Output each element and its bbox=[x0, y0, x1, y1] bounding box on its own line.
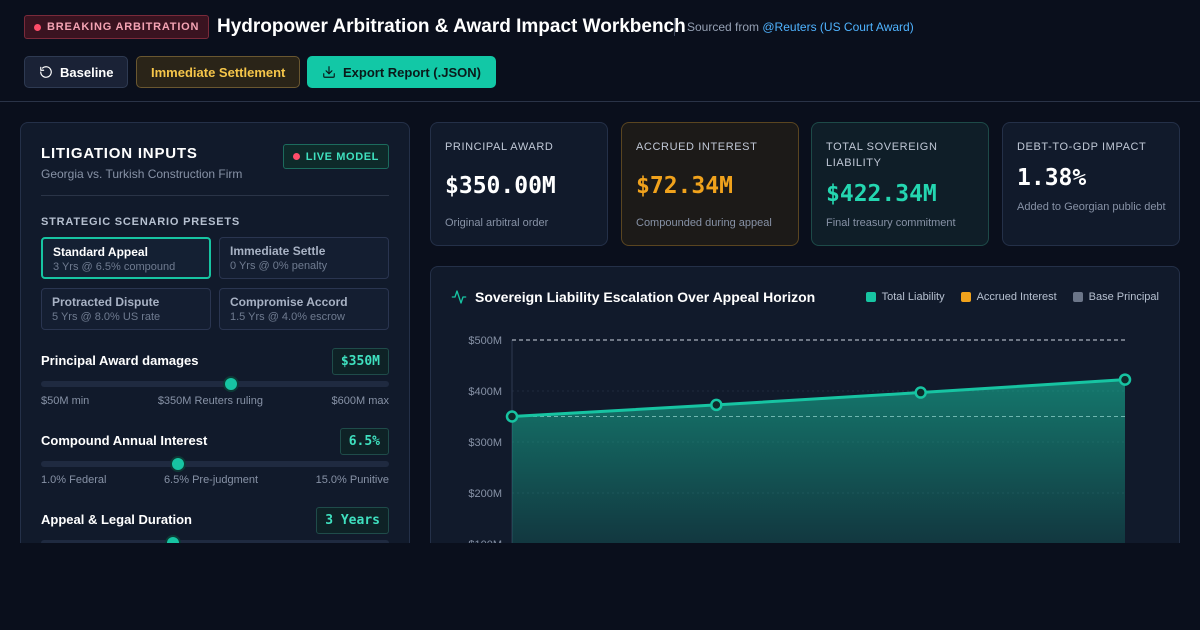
principal-slider[interactable] bbox=[41, 376, 389, 392]
tick-max: 15.0% Punitive bbox=[315, 474, 389, 486]
liability-chart-card: $500M$400M$300M$200M$100M Sovereign Liab… bbox=[430, 266, 1180, 566]
interest-value: 6.5% bbox=[339, 428, 389, 455]
preset-protracted-dispute[interactable]: Protracted Dispute 5 Yrs @ 8.0% US rate bbox=[41, 288, 211, 330]
download-icon bbox=[323, 66, 335, 78]
total-liability-area bbox=[512, 379, 1125, 565]
y-tick-label: $500M bbox=[468, 335, 502, 347]
baseline-button[interactable]: Baseline bbox=[24, 56, 129, 88]
preset-name: Protracted Dispute bbox=[52, 295, 160, 309]
source-prefix: Sourced from bbox=[687, 20, 760, 34]
liability-chart: $500M$400M$300M$200M$100M bbox=[468, 335, 1132, 565]
preset-desc: 5 Yrs @ 8.0% US rate bbox=[52, 311, 161, 323]
interest-slider-handle[interactable] bbox=[169, 456, 186, 472]
tick-min: 1.0% Federal bbox=[41, 474, 107, 486]
interest-ticks: 1.0% Federal 6.5% Pre-judgment 15.0% Pun… bbox=[41, 474, 389, 486]
legend-item-total[interactable]: Total Liability bbox=[865, 291, 945, 303]
live-dot-icon bbox=[292, 153, 300, 160]
legend-label: Base Principal bbox=[1088, 291, 1159, 303]
kpi-accrued-interest: ACCRUED INTEREST $72.34M Compounded duri… bbox=[621, 122, 799, 246]
legend-item-principal[interactable]: Base Principal bbox=[1072, 291, 1159, 303]
kpi-value: $350.00M bbox=[445, 173, 556, 199]
tick-mid: $350M Reuters ruling bbox=[157, 395, 263, 407]
breaking-badge: BREAKING ARBITRATION bbox=[24, 15, 210, 39]
y-tick-label: $200M bbox=[468, 488, 502, 500]
principal-label: Principal Award damages bbox=[41, 353, 199, 368]
kpi-value: 1.38% bbox=[1017, 165, 1087, 191]
kpi-desc: Added to Georgian public debt bbox=[1017, 201, 1166, 213]
principal-ticks: $50M min $350M Reuters ruling $600M max bbox=[41, 395, 389, 407]
data-point bbox=[914, 386, 927, 399]
preset-desc: 3 Yrs @ 6.5% compound bbox=[53, 261, 176, 273]
duration-label: Appeal & Legal Duration bbox=[41, 512, 192, 527]
kpi-principal-award: PRINCIPAL AWARD $350.00M Original arbitr… bbox=[430, 122, 608, 246]
divider bbox=[41, 195, 389, 196]
alert-dot-icon bbox=[34, 23, 41, 31]
kpi-desc: Compounded during appeal bbox=[636, 217, 772, 229]
kpi-debt-to-gdp: DEBT-TO-GDP IMPACT 1.38% Added to Georgi… bbox=[1002, 122, 1180, 246]
data-point bbox=[505, 410, 519, 423]
viewport-cutoff bbox=[0, 543, 1200, 630]
chart-legend: Total Liability Accrued Interest Base Pr… bbox=[865, 291, 1159, 303]
tick-min: $50M min bbox=[41, 395, 90, 407]
duration-value: 3 Years bbox=[316, 507, 389, 534]
legend-swatch bbox=[960, 292, 971, 302]
preset-standard-appeal[interactable]: Standard Appeal 3 Yrs @ 6.5% compound bbox=[41, 237, 211, 279]
legend-swatch bbox=[1072, 292, 1083, 302]
kpi-value: $422.34M bbox=[826, 181, 937, 207]
source-attribution: Sourced from @Reuters (US Court Award) bbox=[674, 18, 914, 36]
preset-compromise-accord[interactable]: Compromise Accord 1.5 Yrs @ 4.0% escrow bbox=[219, 288, 389, 330]
legend-label: Total Liability bbox=[881, 291, 945, 303]
y-tick-label: $400M bbox=[468, 386, 502, 398]
litigation-inputs-panel: LITIGATION INPUTS Georgia vs. Turkish Co… bbox=[20, 122, 410, 562]
immediate-settlement-button[interactable]: Immediate Settlement bbox=[136, 56, 301, 88]
y-tick-label: $300M bbox=[468, 437, 502, 449]
preset-immediate-settle[interactable]: Immediate Settle 0 Yrs @ 0% penalty bbox=[219, 237, 389, 279]
preset-name: Standard Appeal bbox=[53, 245, 148, 259]
reset-icon bbox=[40, 66, 52, 78]
data-point bbox=[1118, 373, 1132, 386]
total-liability-line bbox=[511, 378, 1126, 418]
presets-label: STRATEGIC SCENARIO PRESETS bbox=[41, 216, 241, 228]
top-header: BREAKING ARBITRATION Hydropower Arbitrat… bbox=[0, 0, 1200, 102]
live-model-label: LIVE MODEL bbox=[305, 150, 379, 163]
kpi-value: $72.34M bbox=[636, 173, 733, 199]
inputs-subtitle: Georgia vs. Turkish Construction Firm bbox=[41, 167, 243, 181]
principal-value: $350M bbox=[331, 348, 389, 375]
interest-label: Compound Annual Interest bbox=[41, 433, 208, 448]
live-model-badge: LIVE MODEL bbox=[282, 144, 389, 169]
kpi-desc: Original arbitral order bbox=[445, 217, 549, 229]
kpi-total-liability: TOTAL SOVEREIGN LIABILITY $422.34M Final… bbox=[811, 122, 989, 246]
export-button-label: Export Report (.JSON) bbox=[343, 64, 481, 80]
data-point bbox=[710, 398, 723, 412]
legend-label: Accrued Interest bbox=[976, 291, 1057, 303]
legend-swatch bbox=[865, 292, 876, 302]
preset-name: Immediate Settle bbox=[230, 244, 326, 258]
interest-slider[interactable] bbox=[41, 456, 389, 472]
chart-title: Sovereign Liability Escalation Over Appe… bbox=[475, 289, 816, 305]
activity-icon bbox=[451, 290, 467, 304]
kpi-label: PRINCIPAL AWARD bbox=[445, 141, 554, 153]
preset-desc: 1.5 Yrs @ 4.0% escrow bbox=[230, 311, 345, 323]
export-report-button[interactable]: Export Report (.JSON) bbox=[307, 56, 496, 88]
preset-name: Compromise Accord bbox=[230, 295, 348, 309]
tick-mid: 6.5% Pre-judgment bbox=[163, 474, 259, 486]
source-link[interactable]: @Reuters (US Court Award) bbox=[762, 20, 914, 34]
principal-slider-handle[interactable] bbox=[222, 376, 239, 392]
page-title: Hydropower Arbitration & Award Impact Wo… bbox=[217, 16, 686, 37]
kpi-label: TOTAL SOVEREIGN LIABILITY bbox=[826, 141, 938, 169]
tick-max: $600M max bbox=[331, 395, 389, 407]
inputs-title: LITIGATION INPUTS bbox=[41, 145, 198, 162]
baseline-button-label: Baseline bbox=[60, 64, 114, 80]
kpi-label: DEBT-TO-GDP IMPACT bbox=[1017, 141, 1147, 153]
breaking-badge-label: BREAKING ARBITRATION bbox=[47, 21, 200, 33]
preset-desc: 0 Yrs @ 0% penalty bbox=[230, 260, 328, 272]
legend-item-interest[interactable]: Accrued Interest bbox=[960, 291, 1057, 303]
kpi-desc: Final treasury commitment bbox=[826, 217, 956, 229]
settle-button-label: Immediate Settlement bbox=[151, 64, 286, 80]
kpi-label: ACCRUED INTEREST bbox=[636, 141, 758, 153]
